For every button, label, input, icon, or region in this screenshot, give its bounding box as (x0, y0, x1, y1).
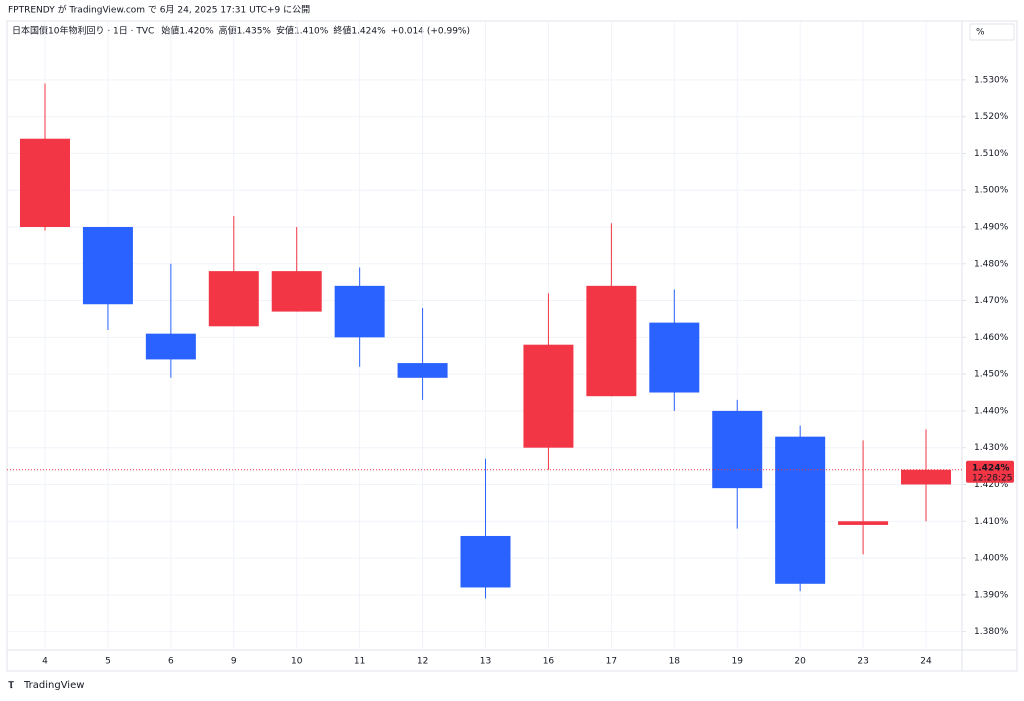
ohlc-label: 高値 (219, 25, 237, 37)
x-tick-label: 5 (105, 657, 111, 667)
candle-body (208, 271, 259, 327)
y-tick-label: 1.390% (974, 590, 1009, 600)
unit-box (969, 23, 1015, 41)
x-tick-label: 20 (794, 657, 806, 667)
x-tick-label: 4 (42, 657, 48, 667)
y-tick-label: 1.380% (974, 627, 1009, 637)
last-price-label: 1.424% (972, 463, 1010, 473)
candle-body (523, 344, 574, 448)
y-tick-label: 1.500% (974, 186, 1009, 196)
y-tick-label: 1.470% (974, 296, 1009, 306)
y-tick-label: 1.410% (974, 517, 1009, 527)
candle-body (838, 521, 889, 525)
y-tick-label: 1.400% (974, 554, 1009, 564)
y-tick-label: 1.510% (974, 149, 1009, 159)
y-tick-label: 1.490% (974, 222, 1009, 232)
y-tick-label: 1.420% (974, 480, 1009, 490)
change: +0.014 (+0.99%) (391, 27, 470, 37)
x-tick-label: 23 (857, 657, 868, 667)
candle-body (20, 138, 70, 227)
x-tick-label: 24 (920, 657, 932, 667)
footer-logo: Ⲧ (8, 680, 15, 691)
candle-body (775, 436, 826, 584)
ohlc-label: 終値 (333, 25, 351, 37)
candle-body (145, 333, 196, 360)
candle-body (901, 469, 952, 485)
last-price-badge (966, 460, 1014, 483)
y-tick-label: 1.530% (974, 75, 1009, 85)
y-tick-label: 1.520% (974, 112, 1009, 122)
header: 日本国債10年物利回り · 1日 · TVC 始値 1.420% 高値 1.435% 安値… (12, 25, 470, 37)
candles (20, 83, 952, 599)
x-tick-label: 10 (291, 657, 303, 667)
x-tick-label: 11 (354, 657, 365, 667)
x-tick-label: 17 (606, 657, 617, 667)
published-line: FPTRENDY が TradingView.com で 6月 24, 2025… (8, 4, 310, 16)
unit-label: % (976, 28, 985, 38)
candle-body (397, 363, 448, 378)
candle-body (460, 535, 511, 588)
frame (6, 20, 1018, 672)
candle-body (334, 285, 385, 338)
x-tick-label: 6 (168, 657, 174, 667)
candle-body (649, 322, 700, 393)
x-tick-label: 13 (480, 657, 491, 667)
ohlc-label: 始値 (161, 25, 179, 37)
x-tick-label: 18 (669, 657, 681, 667)
candle-body (82, 226, 133, 305)
symbol: 日本国債10年物利回り · 1日 · TVC (12, 25, 154, 37)
candle-body (712, 410, 763, 489)
y-tick-label: 1.430% (974, 443, 1009, 453)
y-tick-label: 1.440% (974, 406, 1009, 416)
y-tick-label: 1.480% (974, 259, 1009, 269)
ohlc-value: 1.420% (179, 27, 214, 37)
ohlc-value: 1.424% (351, 27, 386, 37)
ohlc-value: 1.410% (294, 27, 329, 37)
ohlc-value: 1.435% (237, 27, 272, 37)
candle-body (271, 271, 322, 312)
ohlc-label: 安値 (276, 25, 294, 37)
x-tick-label: 19 (732, 657, 744, 667)
y-tick-label: 1.450% (974, 370, 1009, 380)
x-tick-label: 9 (231, 657, 237, 667)
countdown: 12:28:25 (972, 473, 1012, 483)
y-tick-label: 1.460% (974, 333, 1009, 343)
footer-brand: TradingView (23, 680, 84, 691)
x-tick-label: 12 (417, 657, 428, 667)
candle-body (586, 285, 637, 397)
x-tick-label: 16 (543, 657, 555, 667)
